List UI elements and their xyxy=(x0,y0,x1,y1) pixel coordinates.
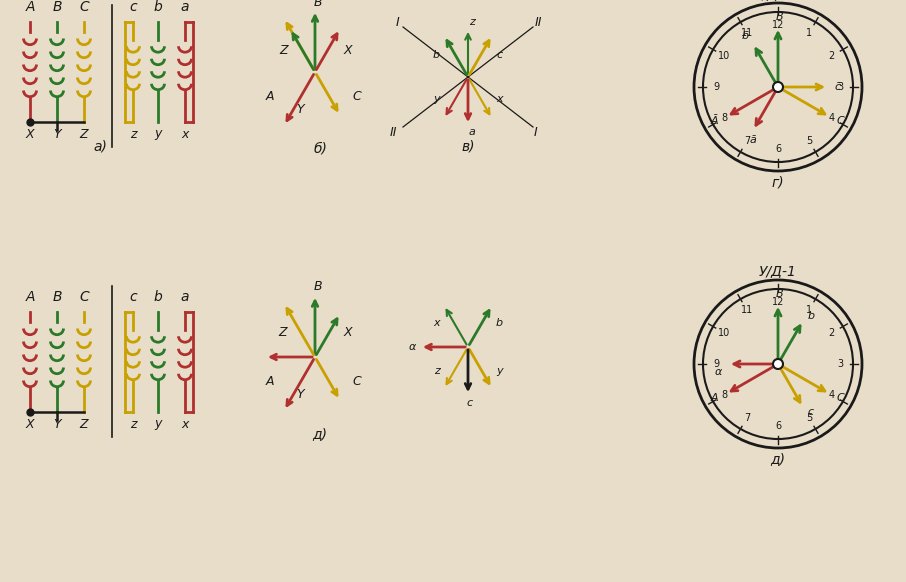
Text: б): б) xyxy=(313,142,327,156)
Text: c̄: c̄ xyxy=(835,82,841,92)
Text: г): г) xyxy=(772,175,785,189)
Text: Z: Z xyxy=(278,326,287,339)
Text: II: II xyxy=(390,126,397,139)
Text: ā: ā xyxy=(749,135,757,146)
Text: B: B xyxy=(53,0,62,14)
Text: a: a xyxy=(468,127,476,137)
Text: 8: 8 xyxy=(721,113,728,123)
Text: x: x xyxy=(496,94,503,104)
Text: z: z xyxy=(130,127,136,140)
Text: c: c xyxy=(467,398,473,408)
Text: C̄: C̄ xyxy=(836,116,843,126)
Text: 7: 7 xyxy=(744,413,750,423)
Text: I: I xyxy=(535,126,538,139)
Circle shape xyxy=(773,359,783,369)
Text: 8: 8 xyxy=(721,390,728,400)
Text: B̄: B̄ xyxy=(776,12,784,22)
Text: A: A xyxy=(710,393,718,403)
Text: z: z xyxy=(434,365,439,375)
Text: 11: 11 xyxy=(741,306,753,315)
Text: B: B xyxy=(53,290,62,304)
Text: У/Д-1: У/Д-1 xyxy=(759,264,797,278)
Text: A: A xyxy=(25,0,34,14)
Text: C: C xyxy=(352,90,361,103)
Text: C: C xyxy=(836,393,843,403)
Text: д): д) xyxy=(770,452,786,466)
Text: I: I xyxy=(396,16,400,29)
Text: 9: 9 xyxy=(713,82,719,92)
Text: 10: 10 xyxy=(718,328,730,338)
Text: a: a xyxy=(181,290,189,304)
Text: y: y xyxy=(154,417,161,431)
Text: X: X xyxy=(25,417,34,431)
Text: II: II xyxy=(535,16,542,29)
Text: x: x xyxy=(433,318,440,328)
Text: C: C xyxy=(79,0,89,14)
Text: X: X xyxy=(343,326,352,339)
Text: а): а) xyxy=(93,140,107,154)
Text: X: X xyxy=(25,127,34,140)
Text: B: B xyxy=(776,289,784,299)
Text: 11: 11 xyxy=(741,29,753,38)
Text: 3: 3 xyxy=(837,82,843,92)
Text: 7: 7 xyxy=(744,136,750,146)
Text: c: c xyxy=(496,51,503,61)
Circle shape xyxy=(773,82,783,92)
Text: b̄: b̄ xyxy=(741,31,748,41)
Text: 12: 12 xyxy=(772,297,785,307)
Text: α: α xyxy=(714,367,722,377)
Text: C: C xyxy=(352,375,361,388)
Text: x: x xyxy=(181,417,188,431)
Text: У/Д-11: У/Д-11 xyxy=(755,0,802,1)
Text: в): в) xyxy=(461,140,475,154)
Text: z: z xyxy=(469,17,475,27)
Text: Z: Z xyxy=(80,417,88,431)
Text: Ā: Ā xyxy=(710,116,718,126)
Text: α: α xyxy=(409,342,416,352)
Text: д): д) xyxy=(313,427,327,441)
Text: b: b xyxy=(433,51,440,61)
Text: B: B xyxy=(313,0,323,9)
Text: c: c xyxy=(130,290,137,304)
Text: Y: Y xyxy=(53,417,61,431)
Text: 3: 3 xyxy=(837,359,843,369)
Text: 6: 6 xyxy=(775,144,781,154)
Text: a: a xyxy=(181,0,189,14)
Text: 6: 6 xyxy=(775,421,781,431)
Text: X: X xyxy=(343,44,352,56)
Text: 12: 12 xyxy=(772,20,785,30)
Text: 4: 4 xyxy=(829,390,834,400)
Text: Y: Y xyxy=(53,127,61,140)
Text: C: C xyxy=(79,290,89,304)
Text: B: B xyxy=(313,281,323,293)
Text: A: A xyxy=(265,375,274,388)
Text: b: b xyxy=(154,290,162,304)
Text: x: x xyxy=(181,127,188,140)
Text: 1: 1 xyxy=(806,29,812,38)
Text: 5: 5 xyxy=(805,413,812,423)
Text: y: y xyxy=(433,94,440,104)
Text: 10: 10 xyxy=(718,51,730,61)
Text: Y: Y xyxy=(296,388,304,401)
Text: c: c xyxy=(130,0,137,14)
Text: A: A xyxy=(265,90,274,103)
Text: 1: 1 xyxy=(806,306,812,315)
Text: y: y xyxy=(154,127,161,140)
Text: z: z xyxy=(130,417,136,431)
Text: 2: 2 xyxy=(829,51,834,61)
Text: A: A xyxy=(25,290,34,304)
Text: 5: 5 xyxy=(805,136,812,146)
Text: 4: 4 xyxy=(829,113,834,123)
Text: 9: 9 xyxy=(713,359,719,369)
Text: Y: Y xyxy=(296,103,304,116)
Text: y: y xyxy=(496,365,503,375)
Text: Z: Z xyxy=(279,44,288,56)
Text: b: b xyxy=(154,0,162,14)
Text: b: b xyxy=(807,311,814,321)
Text: 2: 2 xyxy=(829,328,834,338)
Text: b: b xyxy=(496,318,503,328)
Text: Z: Z xyxy=(80,127,88,140)
Text: c: c xyxy=(808,407,814,417)
